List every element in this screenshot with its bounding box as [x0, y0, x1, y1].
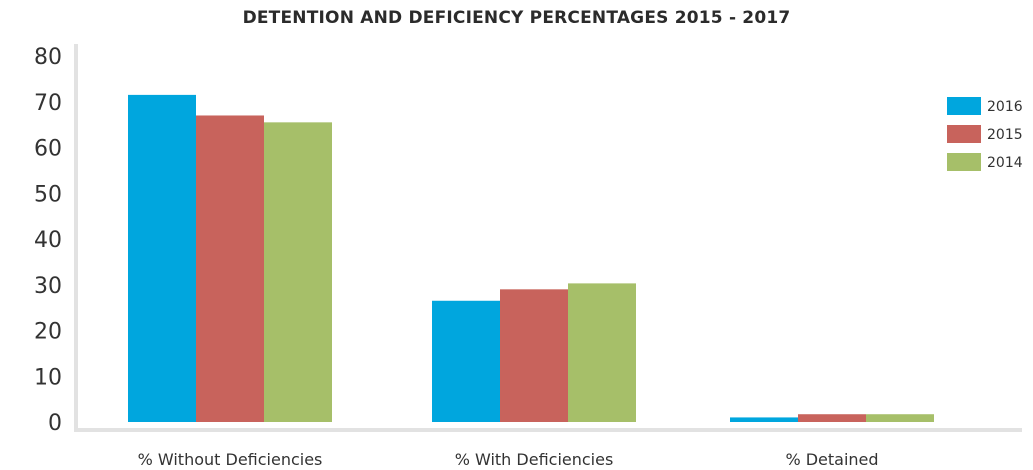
legend-label-2015: 2015 — [987, 127, 1023, 143]
legend-swatch-2016 — [947, 97, 981, 115]
y-tick-label: 20 — [34, 320, 62, 345]
legend-label-2016: 2016 — [987, 99, 1023, 115]
legend-swatch-2014 — [947, 153, 981, 171]
bars — [128, 94, 934, 423]
x-axis: % Without Deficiencies % With Deficiencie… — [74, 428, 1022, 469]
y-tick-label: 30 — [34, 274, 62, 299]
legend-swatch-2015 — [947, 125, 981, 143]
bar-2016-1 — [128, 94, 196, 422]
bar-2014-3 — [866, 414, 934, 422]
x-category-label: % Detained — [785, 450, 878, 469]
bar-2016-2 — [432, 300, 500, 422]
legend-label-2014: 2014 — [987, 155, 1023, 171]
x-category-label: % Without Deficiencies — [138, 450, 323, 469]
y-tick-label: 10 — [34, 365, 62, 390]
bar-2016-3 — [730, 417, 798, 422]
y-tick-label: 50 — [34, 182, 62, 207]
bar-2015-1 — [196, 115, 264, 422]
x-category-label: % With Deficiencies — [455, 450, 614, 469]
chart-title: DETENTION AND DEFICIENCY PERCENTAGES 201… — [242, 8, 791, 28]
legend: 2016 2015 2014 — [947, 97, 1023, 171]
y-axis: 0 10 20 30 40 50 60 70 80 — [34, 44, 78, 436]
bar-2014-1 — [264, 122, 332, 423]
bar-2015-3 — [798, 414, 866, 422]
y-tick-label: 40 — [34, 228, 62, 253]
y-tick-label: 60 — [34, 137, 62, 162]
y-tick-label: 80 — [34, 45, 62, 70]
y-tick-label: 0 — [48, 411, 62, 436]
bar-2015-2 — [500, 289, 568, 422]
bar-2014-2 — [568, 283, 636, 422]
y-tick-label: 70 — [34, 91, 62, 116]
